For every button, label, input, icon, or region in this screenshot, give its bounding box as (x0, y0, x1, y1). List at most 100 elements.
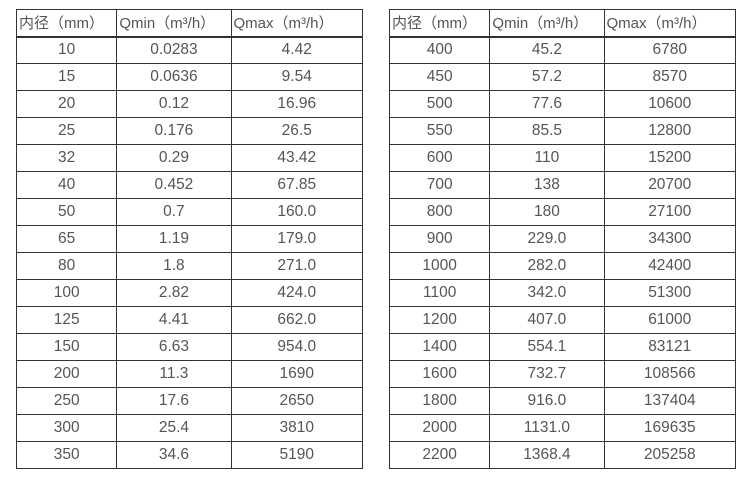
table-cell: 40 (15, 171, 118, 199)
table-cell: 85.5 (489, 117, 605, 145)
table-row: 350 34.6 5190 (15, 441, 363, 469)
flow-rate-table-small-diameters: 内径（mm） Qmin（m³/h） Qmax（m³/h） 10 0.0283 4.42 1… (15, 9, 363, 469)
table-row: 250 17.6 2650 (15, 387, 363, 415)
table-row: 10 0.0283 4.42 (15, 36, 363, 64)
header-row: 内径（mm） Qmin（m³/h） Qmax（m³/h） (15, 9, 363, 38)
table-cell: 77.6 (489, 90, 605, 118)
table-cell: 26.5 (230, 117, 363, 145)
table-cell: 954.0 (230, 333, 363, 361)
table-row: 32 0.29 43.42 (15, 144, 363, 172)
table-cell: 2200 (388, 441, 491, 469)
table-header: 内径（mm） Qmin（m³/h） Qmax（m³/h） (388, 9, 736, 38)
table-cell: 4.41 (116, 306, 232, 334)
table-row: 80 1.8 271.0 (15, 252, 363, 280)
table-row: 800 180 27100 (388, 198, 736, 226)
column-header: Qmin（m³/h） (116, 9, 232, 38)
table-row: 25 0.176 26.5 (15, 117, 363, 145)
table-cell: 180 (489, 198, 605, 226)
table-cell: 110 (489, 144, 605, 172)
column-header: 内径（mm） (15, 9, 118, 38)
table-row: 2000 1131.0 169635 (388, 414, 736, 442)
table-row: 1800 916.0 137404 (388, 387, 736, 415)
table-header: 内径（mm） Qmin（m³/h） Qmax（m³/h） (15, 9, 363, 38)
table-row: 20 0.12 16.96 (15, 90, 363, 118)
table-cell: 108566 (603, 360, 736, 388)
table-cell: 5190 (230, 441, 363, 469)
table-row: 1600 732.7 108566 (388, 360, 736, 388)
table-cell: 34300 (603, 225, 736, 253)
table-cell: 550 (388, 117, 491, 145)
table-row: 550 85.5 12800 (388, 117, 736, 145)
table-cell: 10600 (603, 90, 736, 118)
table-cell: 1.8 (116, 252, 232, 280)
table-cell: 42400 (603, 252, 736, 280)
table-cell: 2.82 (116, 279, 232, 307)
table-row: 1100 342.0 51300 (388, 279, 736, 307)
table-cell: 1690 (230, 360, 363, 388)
flow-rate-table-large-diameters: 内径（mm） Qmin（m³/h） Qmax（m³/h） 400 45.2 6780 45… (388, 9, 736, 469)
table-cell: 500 (388, 90, 491, 118)
table-cell: 0.0283 (116, 36, 232, 64)
table-cell: 169635 (603, 414, 736, 442)
table-cell: 300 (15, 414, 118, 442)
table-cell: 160.0 (230, 198, 363, 226)
table-cell: 229.0 (489, 225, 605, 253)
table-row: 125 4.41 662.0 (15, 306, 363, 334)
table-cell: 83121 (603, 333, 736, 361)
table-cell: 61000 (603, 306, 736, 334)
table-cell: 1368.4 (489, 441, 605, 469)
table-row: 700 138 20700 (388, 171, 736, 199)
table-cell: 0.29 (116, 144, 232, 172)
table-row: 50 0.7 160.0 (15, 198, 363, 226)
column-header: Qmax（m³/h） (603, 9, 736, 38)
table-cell: 67.85 (230, 171, 363, 199)
table-cell: 138 (489, 171, 605, 199)
table-cell: 4.42 (230, 36, 363, 64)
table-cell: 10 (15, 36, 118, 64)
table-cell: 0.452 (116, 171, 232, 199)
table-row: 500 77.6 10600 (388, 90, 736, 118)
table-cell: 150 (15, 333, 118, 361)
table-cell: 271.0 (230, 252, 363, 280)
table-row: 450 57.2 8570 (388, 63, 736, 91)
table-cell: 137404 (603, 387, 736, 415)
table-row: 2200 1368.4 205258 (388, 441, 736, 469)
table-cell: 424.0 (230, 279, 363, 307)
table-cell: 45.2 (489, 36, 605, 64)
table-row: 200 11.3 1690 (15, 360, 363, 388)
table-cell: 600 (388, 144, 491, 172)
column-header: Qmin（m³/h） (489, 9, 605, 38)
table-cell: 900 (388, 225, 491, 253)
table-cell: 0.0636 (116, 63, 232, 91)
table-cell: 205258 (603, 441, 736, 469)
table-cell: 65 (15, 225, 118, 253)
table-cell: 407.0 (489, 306, 605, 334)
table-body: 400 45.2 6780 450 57.2 8570 500 77.6 10600 550 85.… (388, 36, 736, 469)
table-cell: 8570 (603, 63, 736, 91)
table-cell: 12800 (603, 117, 736, 145)
table-row: 300 25.4 3810 (15, 414, 363, 442)
table-cell: 450 (388, 63, 491, 91)
table-cell: 16.96 (230, 90, 363, 118)
table-cell: 200 (15, 360, 118, 388)
table-cell: 179.0 (230, 225, 363, 253)
column-header: 内径（mm） (388, 9, 491, 38)
table-cell: 800 (388, 198, 491, 226)
table-cell: 0.7 (116, 198, 232, 226)
table-cell: 1800 (388, 387, 491, 415)
table-cell: 2650 (230, 387, 363, 415)
table-cell: 34.6 (116, 441, 232, 469)
table-cell: 20700 (603, 171, 736, 199)
column-header: Qmax（m³/h） (230, 9, 363, 38)
table-cell: 1.19 (116, 225, 232, 253)
table-cell: 700 (388, 171, 491, 199)
table-cell: 342.0 (489, 279, 605, 307)
table-cell: 1131.0 (489, 414, 605, 442)
table-body: 10 0.0283 4.42 15 0.0636 9.54 20 0.12 16.96 25 0.1… (15, 36, 363, 469)
table-row: 40 0.452 67.85 (15, 171, 363, 199)
table-cell: 32 (15, 144, 118, 172)
table-cell: 1400 (388, 333, 491, 361)
table-cell: 27100 (603, 198, 736, 226)
table-cell: 0.12 (116, 90, 232, 118)
table-cell: 17.6 (116, 387, 232, 415)
